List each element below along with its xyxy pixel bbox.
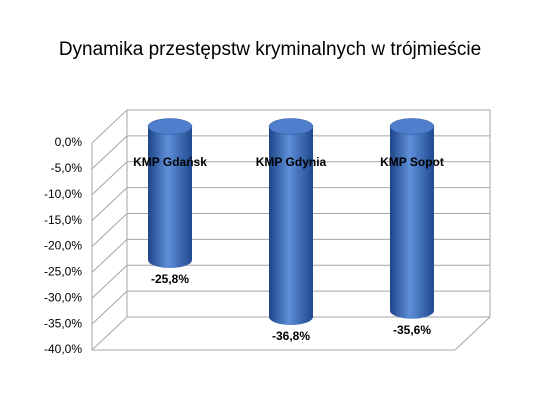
chart-title: Dynamika przestępstw kryminalnych w trój… bbox=[59, 39, 481, 60]
bar-top bbox=[268, 118, 314, 135]
bar bbox=[148, 126, 192, 269]
y-tick-label: -40,0% bbox=[44, 342, 82, 356]
y-tick-label: -10,0% bbox=[44, 187, 82, 201]
y-tick-label: -35,0% bbox=[44, 316, 82, 330]
bar bbox=[269, 126, 313, 325]
grid-line bbox=[91, 290, 490, 325]
y-tick-label: -5,0% bbox=[51, 161, 83, 175]
category-label: KMP Sopot bbox=[380, 155, 444, 169]
bar-top bbox=[389, 118, 435, 135]
y-tick-label: 0,0% bbox=[55, 135, 83, 149]
floor bbox=[92, 316, 491, 351]
bar bbox=[390, 126, 434, 319]
value-label: -25,8% bbox=[151, 272, 189, 286]
bar-top bbox=[147, 118, 193, 135]
grid-line bbox=[91, 187, 490, 221]
category-label: KMP Gdynia bbox=[256, 155, 327, 169]
grid-line bbox=[91, 238, 490, 273]
value-label: -36,8% bbox=[272, 329, 310, 343]
grid-line bbox=[91, 316, 490, 351]
y-tick-label: -20,0% bbox=[44, 239, 82, 253]
grid-line bbox=[91, 264, 490, 299]
y-tick-label: -15,0% bbox=[44, 213, 82, 227]
grid-line bbox=[91, 135, 490, 170]
y-tick-label: -30,0% bbox=[44, 290, 82, 304]
grid-line bbox=[91, 109, 490, 144]
value-label: -35,6% bbox=[393, 323, 431, 337]
grid-line bbox=[91, 161, 490, 196]
category-label: KMP Gdańsk bbox=[133, 155, 207, 169]
y-tick-label: -25,0% bbox=[44, 265, 82, 279]
grid-line bbox=[91, 213, 490, 247]
